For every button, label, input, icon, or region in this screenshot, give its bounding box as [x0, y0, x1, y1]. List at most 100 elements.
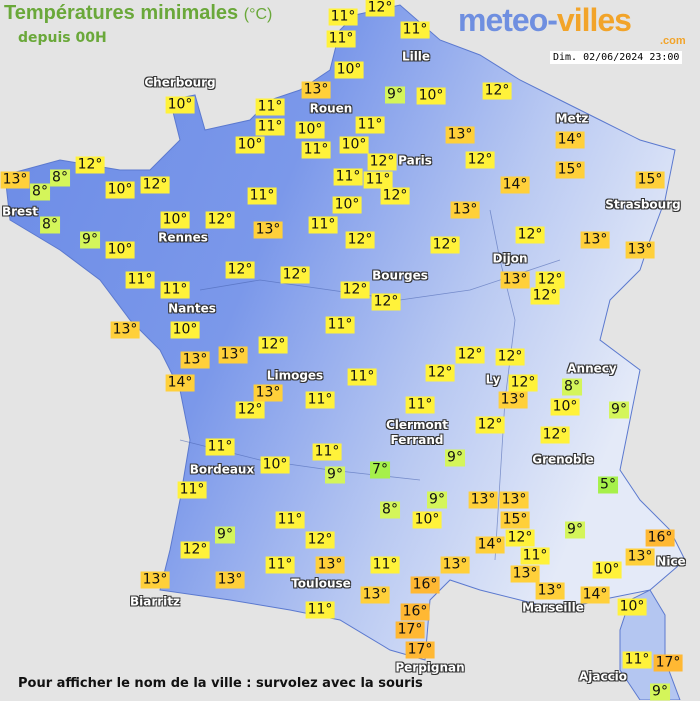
temperature-marker[interactable]: 12°: [540, 426, 570, 444]
city-label[interactable]: Limoges: [266, 368, 324, 383]
temperature-marker[interactable]: 11°: [520, 547, 550, 565]
temperature-marker[interactable]: 10°: [334, 61, 364, 79]
city-label[interactable]: Ly: [485, 372, 501, 387]
temperature-marker[interactable]: 9°: [215, 526, 235, 544]
temperature-marker[interactable]: 13°: [301, 81, 331, 99]
temperature-marker[interactable]: 13°: [498, 391, 528, 409]
temperature-marker[interactable]: 12°: [365, 0, 395, 17]
temperature-marker[interactable]: 13°: [450, 201, 480, 219]
temperature-marker[interactable]: 13°: [580, 231, 610, 249]
temperature-marker[interactable]: 14°: [580, 586, 610, 604]
temperature-marker[interactable]: 12°: [258, 336, 288, 354]
city-label[interactable]: Strasbourg: [605, 197, 681, 212]
temperature-marker[interactable]: 13°: [253, 384, 283, 402]
temperature-marker[interactable]: 13°: [440, 556, 470, 574]
city-label[interactable]: Ajaccio: [578, 669, 628, 684]
temperature-marker[interactable]: 10°: [416, 87, 446, 105]
temperature-marker[interactable]: 11°: [405, 396, 435, 414]
city-label[interactable]: Paris: [398, 153, 432, 168]
temperature-marker[interactable]: 8°: [50, 169, 70, 187]
temperature-marker[interactable]: 12°: [535, 271, 565, 289]
temperature-marker[interactable]: 13°: [500, 271, 530, 289]
temperature-marker[interactable]: 15°: [635, 171, 665, 189]
city-label[interactable]: Biarritz: [129, 594, 181, 609]
temperature-marker[interactable]: 11°: [363, 171, 393, 189]
temperature-marker[interactable]: 12°: [280, 266, 310, 284]
temperature-marker[interactable]: 13°: [218, 346, 248, 364]
temperature-marker[interactable]: 16°: [410, 576, 440, 594]
temperature-marker[interactable]: 11°: [328, 8, 358, 26]
city-label[interactable]: Bourges: [372, 268, 428, 283]
temperature-marker[interactable]: 16°: [400, 603, 430, 621]
temperature-marker[interactable]: 13°: [253, 221, 283, 239]
city-label[interactable]: Perpignan: [395, 660, 465, 675]
city-label[interactable]: Nantes: [168, 301, 216, 316]
city-label[interactable]: Dijon: [492, 251, 528, 266]
temperature-marker[interactable]: 11°: [177, 481, 207, 499]
city-label[interactable]: Rennes: [158, 230, 208, 245]
temperature-marker[interactable]: 9°: [609, 401, 629, 419]
city-label[interactable]: Brest: [1, 204, 39, 219]
temperature-marker[interactable]: 13°: [110, 321, 140, 339]
temperature-marker[interactable]: 13°: [445, 126, 475, 144]
city-label[interactable]: Nice: [656, 554, 686, 569]
temperature-marker[interactable]: 9°: [80, 231, 100, 249]
city-label[interactable]: Bordeaux: [189, 462, 255, 477]
temperature-marker[interactable]: 9°: [427, 491, 447, 509]
temperature-marker[interactable]: 10°: [550, 398, 580, 416]
temperature-marker[interactable]: 11°: [312, 443, 342, 461]
temperature-marker[interactable]: 11°: [205, 438, 235, 456]
city-label[interactable]: Annecy: [567, 361, 617, 376]
temperature-marker[interactable]: 14°: [165, 374, 195, 392]
temperature-marker[interactable]: 11°: [622, 651, 652, 669]
temperature-marker[interactable]: 11°: [400, 21, 430, 39]
city-label[interactable]: Toulouse: [291, 576, 351, 591]
temperature-marker[interactable]: 12°: [75, 156, 105, 174]
temperature-marker[interactable]: 9°: [385, 86, 405, 104]
temperature-marker[interactable]: 14°: [475, 536, 505, 554]
temperature-marker[interactable]: 12°: [495, 348, 525, 366]
temperature-marker[interactable]: 11°: [160, 281, 190, 299]
temperature-marker[interactable]: 10°: [339, 136, 369, 154]
temperature-marker[interactable]: 12°: [515, 226, 545, 244]
temperature-marker[interactable]: 7°: [370, 461, 390, 479]
temperature-marker[interactable]: 12°: [205, 211, 235, 229]
temperature-marker[interactable]: 11°: [301, 141, 331, 159]
temperature-marker[interactable]: 16°: [645, 529, 675, 547]
temperature-marker[interactable]: 11°: [255, 118, 285, 136]
temperature-marker[interactable]: 12°: [505, 529, 535, 547]
temperature-marker[interactable]: 10°: [160, 211, 190, 229]
temperature-marker[interactable]: 17°: [653, 654, 683, 672]
temperature-marker[interactable]: 10°: [260, 456, 290, 474]
temperature-marker[interactable]: 12°: [380, 187, 410, 205]
temperature-marker[interactable]: 10°: [170, 321, 200, 339]
temperature-marker[interactable]: 9°: [565, 521, 585, 539]
temperature-marker[interactable]: 11°: [308, 216, 338, 234]
temperature-marker[interactable]: 13°: [625, 548, 655, 566]
temperature-marker[interactable]: 15°: [500, 511, 530, 529]
temperature-marker[interactable]: 9°: [650, 683, 670, 701]
temperature-marker[interactable]: 12°: [340, 281, 370, 299]
city-label[interactable]: Metz: [555, 111, 589, 126]
city-label[interactable]: Rouen: [309, 101, 353, 116]
temperature-marker[interactable]: 5°: [598, 476, 618, 494]
temperature-marker[interactable]: 12°: [455, 346, 485, 364]
temperature-marker[interactable]: 13°: [510, 565, 540, 583]
temperature-marker[interactable]: 11°: [370, 556, 400, 574]
city-label[interactable]: Grenoble: [532, 452, 594, 467]
temperature-marker[interactable]: 10°: [332, 196, 362, 214]
temperature-marker[interactable]: 11°: [326, 30, 356, 48]
temperature-marker[interactable]: 12°: [345, 231, 375, 249]
temperature-marker[interactable]: 14°: [555, 131, 585, 149]
city-label[interactable]: Clermont Ferrand: [385, 418, 449, 447]
temperature-marker[interactable]: 13°: [215, 571, 245, 589]
temperature-marker[interactable]: 13°: [499, 491, 529, 509]
temperature-marker[interactable]: 12°: [508, 374, 538, 392]
logo[interactable]: meteo-villes: [458, 2, 632, 39]
temperature-marker[interactable]: 11°: [333, 168, 363, 186]
temperature-marker[interactable]: 13°: [360, 586, 390, 604]
city-label[interactable]: Cherbourg: [144, 75, 216, 90]
city-label[interactable]: Marseille: [522, 600, 584, 615]
temperature-marker[interactable]: 12°: [367, 153, 397, 171]
temperature-marker[interactable]: 12°: [482, 82, 512, 100]
